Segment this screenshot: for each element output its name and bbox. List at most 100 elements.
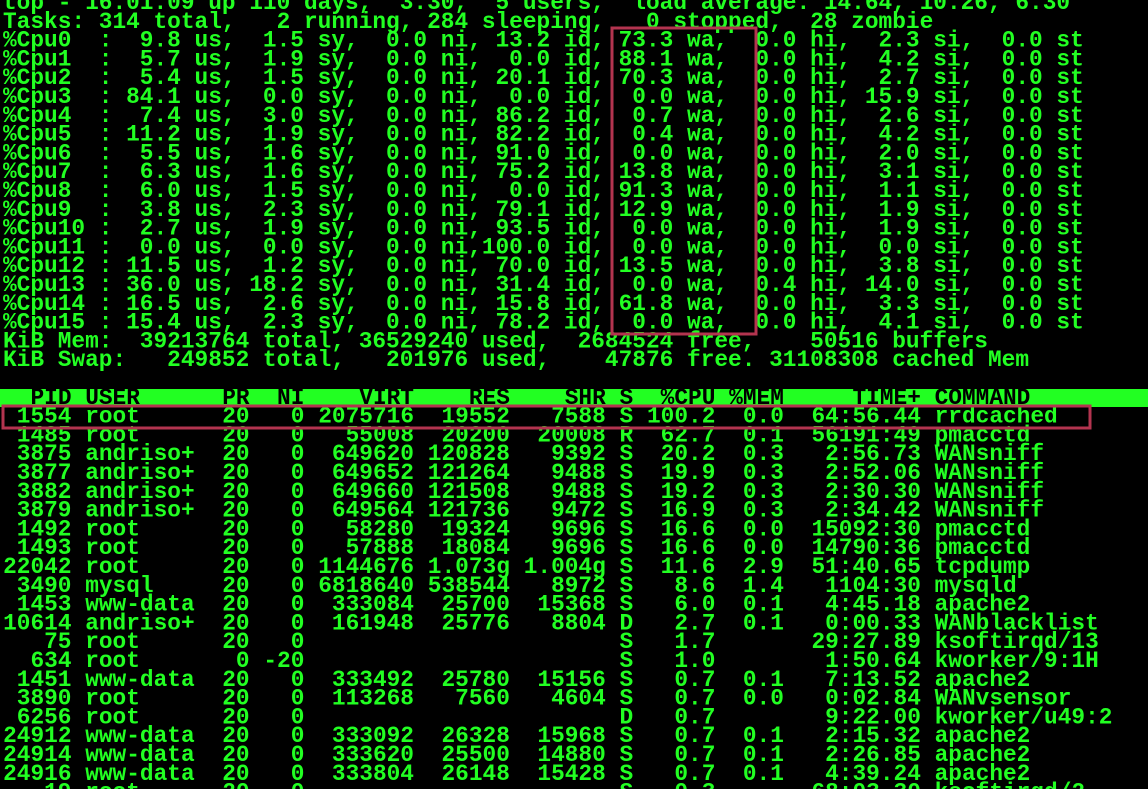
table-cell: 113268	[332, 686, 414, 712]
table-cell: mysql	[85, 573, 153, 599]
table-cell: root	[85, 629, 140, 655]
table-cell: 75	[44, 629, 71, 655]
table-cell: 20	[222, 516, 249, 542]
table-cell: D	[620, 704, 634, 730]
table-cell: 0	[291, 479, 305, 505]
table-cell: 0	[291, 704, 305, 730]
table-cell: 14880	[537, 742, 605, 768]
table-cell: 3882	[17, 479, 72, 505]
table-cell: 2.9	[743, 554, 784, 580]
table-cell: S	[620, 592, 634, 618]
table-cell: 0.1	[743, 592, 784, 618]
table-cell: 20	[222, 498, 249, 524]
table-cell: 0.0	[743, 516, 784, 542]
table-cell: 120828	[428, 441, 510, 467]
table-cell: S	[620, 761, 634, 787]
summary-line: %Cpu4 : 7.4 us, 3.0 sy, 0.0 ni, 86.2 id,…	[3, 103, 1084, 129]
table-cell: S	[620, 573, 634, 599]
table-cell: 333092	[332, 723, 414, 749]
table-cell: 649660	[332, 479, 414, 505]
table-cell: 0.3	[743, 479, 784, 505]
table-cell: 0.3	[674, 780, 715, 789]
table-cell: 2:56.73	[825, 441, 921, 467]
table-cell: 25780	[441, 667, 509, 693]
table-cell: 0	[236, 648, 250, 674]
table-cell: 1.073g	[428, 554, 510, 580]
table-cell: 1492	[17, 516, 72, 542]
table-cell: 0	[291, 441, 305, 467]
highlight-box	[1, 404, 1092, 430]
table-cell: 8804	[551, 610, 606, 636]
table-cell: 0	[291, 610, 305, 636]
table-cell: 64:56.44	[811, 404, 920, 430]
summary-line: %Cpu2 : 5.4 us, 1.5 sy, 0.0 ni, 20.1 id,…	[3, 65, 1084, 91]
table-cell: root	[85, 516, 140, 542]
table-cell: 26328	[441, 723, 509, 749]
table-cell: kworker/9:1H	[935, 648, 1099, 674]
table-cell: 0.1	[743, 761, 784, 787]
table-cell: 4:45.18	[825, 592, 921, 618]
table-cell: 20	[222, 441, 249, 467]
table-cell: www-data	[85, 592, 195, 618]
table-cell: 1.004g	[524, 554, 606, 580]
summary-line: %Cpu0 : 9.8 us, 1.5 sy, 0.0 ni, 13.2 id,…	[3, 28, 1084, 54]
summary-line: %Cpu3 : 84.1 us, 0.0 sy, 0.0 ni, 0.0 id,…	[3, 84, 1084, 110]
table-cell: 161948	[332, 610, 414, 636]
table-cell: 0	[291, 629, 305, 655]
table-cell: 0.1	[743, 723, 784, 749]
table-cell: D	[620, 610, 634, 636]
highlight-box	[610, 26, 758, 336]
table-cell: root	[85, 686, 140, 712]
table-cell: 2:26.85	[825, 742, 921, 768]
table-cell: 0:00.33	[825, 610, 921, 636]
table-cell: 9472	[551, 498, 606, 524]
table-cell: 7588	[551, 404, 606, 430]
summary-line: %Cpu14 : 16.5 us, 2.6 sy, 0.0 ni, 15.8 i…	[3, 291, 1084, 317]
table-cell: 9488	[551, 479, 606, 505]
table-cell: pmacctd	[935, 516, 1031, 542]
table-cell: 11.6	[661, 554, 716, 580]
summary-line: Tasks: 314 total, 2 running, 284 sleepin…	[3, 9, 933, 35]
table-cell: 0.0	[743, 686, 784, 712]
table-cell: 0.3	[743, 460, 784, 486]
table-cell: 4:39.24	[825, 761, 921, 787]
table-cell: WANvsensor	[935, 686, 1072, 712]
table-cell: 1144676	[318, 554, 414, 580]
table-cell: apache2	[935, 592, 1031, 618]
table-cell: 25700	[441, 592, 509, 618]
table-cell: 15156	[537, 667, 605, 693]
table-cell: 20	[222, 610, 249, 636]
table-cell: 57888	[346, 535, 414, 561]
table-cell: 0	[291, 686, 305, 712]
table-cell: 3879	[17, 498, 72, 524]
header-bar	[0, 389, 1148, 407]
table-cell: S	[620, 554, 634, 580]
table-cell: 2:34.42	[825, 498, 921, 524]
table-cell: pmacctd	[935, 535, 1031, 561]
table-cell: 15368	[537, 592, 605, 618]
table-cell: 26148	[441, 761, 509, 787]
table-cell: S	[620, 667, 634, 693]
table-cell: 333492	[332, 667, 414, 693]
table-cell: 121736	[428, 498, 510, 524]
table-cell: 0.7	[674, 761, 715, 787]
table-cell: apache2	[935, 742, 1031, 768]
table-cell: ksoftirqd/2	[935, 780, 1085, 789]
table-cell: www-data	[85, 742, 195, 768]
table-cell: root	[85, 535, 140, 561]
table-cell: WANsniff	[935, 441, 1044, 467]
table-cell: andriso+	[85, 610, 194, 636]
table-cell: 20	[222, 404, 249, 430]
table-cell: andriso+	[85, 498, 194, 524]
table-cell: 24914	[3, 742, 71, 768]
table-cell: 19.9	[661, 460, 716, 486]
table-cell: 121264	[428, 460, 510, 486]
table-cell: tcpdump	[935, 554, 1031, 580]
table-cell: andriso+	[85, 460, 194, 486]
table-cell: 9:22.00	[825, 704, 921, 730]
table-cell: 20	[222, 761, 249, 787]
summary-line: KiB Mem: 39213764 total, 36529240 used, …	[3, 328, 988, 354]
table-cell: S	[620, 648, 634, 674]
table-cell: S	[620, 404, 634, 430]
